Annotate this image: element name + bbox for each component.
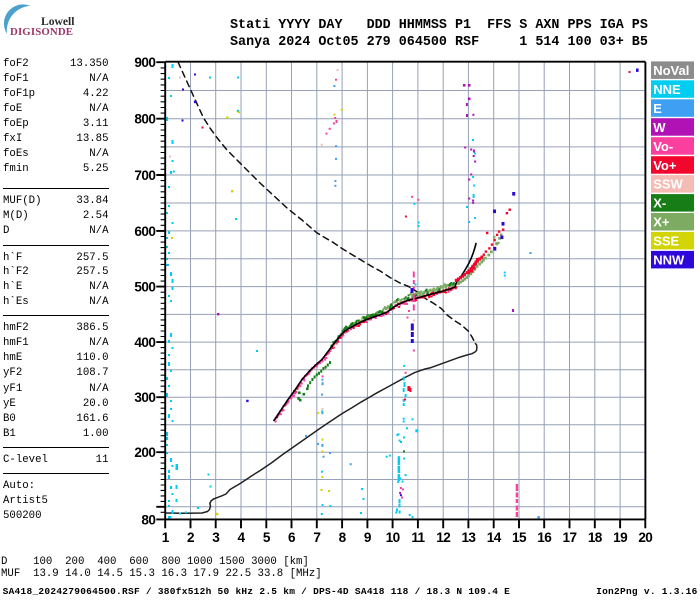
svg-text:16: 16 [537, 530, 552, 545]
svg-text:E: E [653, 101, 662, 116]
svg-text:300: 300 [134, 390, 155, 405]
svg-text:X+: X+ [653, 215, 670, 230]
svg-text:900: 900 [134, 55, 155, 70]
svg-text:200: 200 [134, 445, 155, 460]
svg-text:NNW: NNW [653, 253, 685, 268]
svg-text:SSW: SSW [653, 177, 683, 192]
svg-text:10: 10 [386, 530, 400, 545]
svg-text:1: 1 [162, 530, 170, 545]
svg-text:12: 12 [436, 530, 451, 545]
svg-text:15: 15 [512, 530, 527, 545]
svg-text:17: 17 [563, 530, 577, 545]
svg-text:6: 6 [288, 530, 296, 545]
svg-text:700: 700 [134, 168, 155, 183]
svg-text:X-: X- [653, 196, 666, 211]
svg-text:11: 11 [411, 530, 425, 545]
svg-text:NNE: NNE [653, 82, 681, 97]
svg-text:2: 2 [187, 530, 195, 545]
svg-text:400: 400 [134, 335, 155, 350]
svg-text:9: 9 [364, 530, 372, 545]
svg-text:3: 3 [212, 530, 220, 545]
svg-text:800: 800 [134, 112, 155, 127]
svg-text:Vo-: Vo- [653, 139, 673, 154]
svg-text:14: 14 [487, 530, 502, 545]
svg-text:500: 500 [134, 280, 155, 295]
svg-text:80: 80 [141, 512, 155, 527]
svg-text:4: 4 [238, 530, 246, 545]
svg-text:W: W [653, 120, 666, 135]
svg-text:19: 19 [613, 530, 628, 545]
svg-text:Vo+: Vo+ [653, 158, 677, 173]
svg-text:20: 20 [638, 530, 652, 545]
svg-text:18: 18 [588, 530, 603, 545]
svg-text:5: 5 [263, 530, 271, 545]
svg-text:SSE: SSE [653, 234, 679, 249]
svg-text:8: 8 [339, 530, 347, 545]
svg-text:600: 600 [134, 224, 155, 239]
svg-text:NoVal: NoVal [653, 63, 689, 78]
svg-text:13: 13 [461, 530, 476, 545]
svg-text:7: 7 [313, 530, 320, 545]
